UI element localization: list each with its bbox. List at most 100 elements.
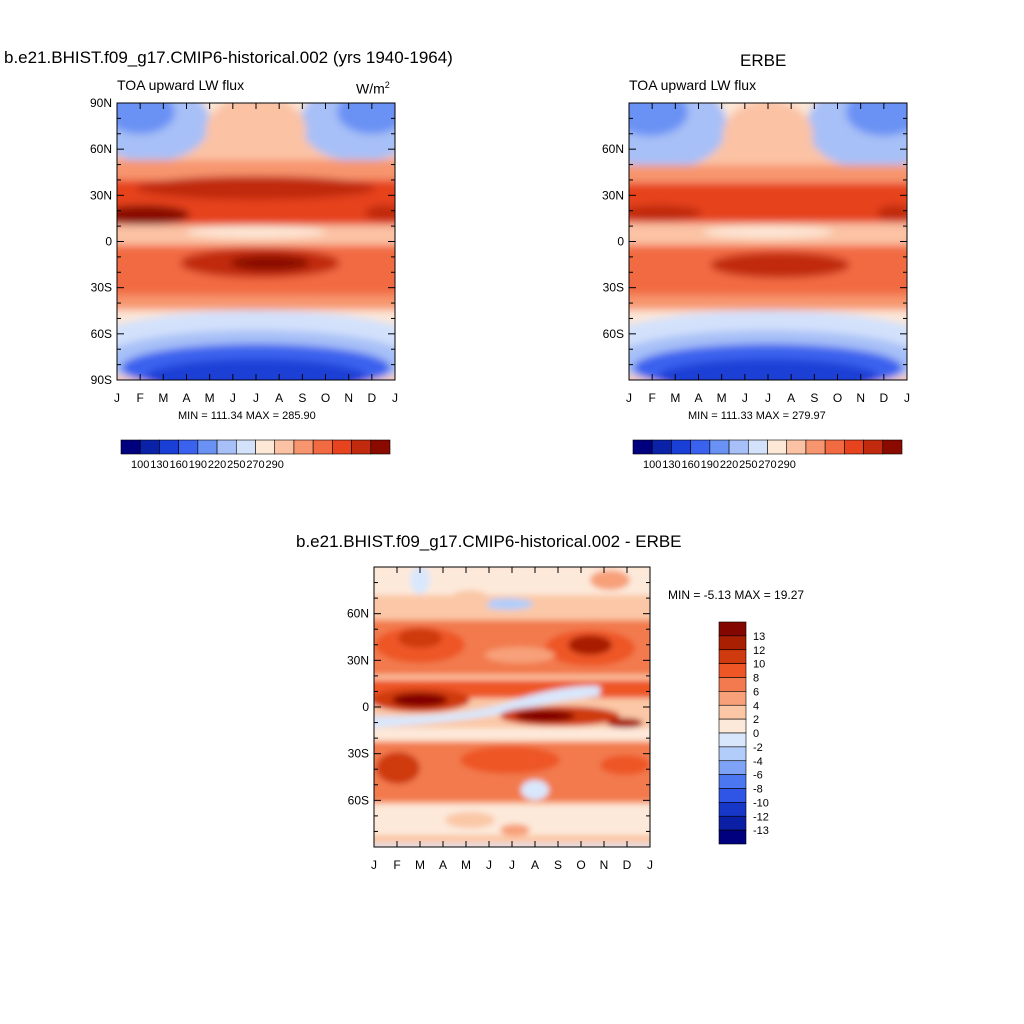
panel3-ytick-label: 60N xyxy=(347,607,369,621)
panel1-colorbar-box xyxy=(274,439,295,455)
panel3-colorbar-label: -12 xyxy=(753,811,769,823)
panel1-xtick-label: J xyxy=(253,391,259,405)
panel3-ytick-label: 60S xyxy=(348,793,369,807)
panel1-colorbar-box xyxy=(197,439,218,455)
panel3-xtick-label: D xyxy=(623,858,632,872)
panel2-xtick-label: M xyxy=(717,391,727,405)
panel3-colorbar-box xyxy=(718,663,747,678)
panel1-colorbar-box xyxy=(235,439,256,455)
panel1-xtick-label: M xyxy=(158,391,168,405)
panel1-ytick-label: 60N xyxy=(90,142,112,156)
panel2-xtick-label: J xyxy=(765,391,771,405)
panel2-colorbar-box xyxy=(767,439,788,455)
panel3-colorbar-label: 10 xyxy=(753,659,765,671)
panel3-colorbar-box xyxy=(718,677,747,692)
panel3-xtick-label: S xyxy=(554,858,562,872)
panel2-title: ERBE xyxy=(740,51,787,70)
panel3-ytick-label: 0 xyxy=(362,700,369,714)
panel2-colorbar-label: 160 xyxy=(681,459,699,471)
panel3-xtick-label: J xyxy=(647,858,653,872)
panel2-colorbar-box xyxy=(882,439,903,455)
panel3-colorbar-label: -8 xyxy=(753,784,763,796)
panel3-xtick-label: M xyxy=(461,858,471,872)
panel3-contour-field xyxy=(374,567,650,847)
panel1-colorbar-box xyxy=(312,439,333,455)
panel3-colorbar-box xyxy=(718,815,747,831)
panel2-colorbar-box xyxy=(709,439,730,455)
panel2-xtick-label: J xyxy=(626,391,632,405)
panel1-colorbar-label: 250 xyxy=(227,459,245,471)
panel1-colorbar-box xyxy=(178,439,199,455)
panel2-colorbar-box xyxy=(844,439,864,455)
panel2-colorbar-label: 130 xyxy=(662,459,680,471)
panel2-colorbar-box xyxy=(786,439,807,455)
panel1-ytick-label: 30N xyxy=(90,188,112,202)
panel2-colorbar-label: 290 xyxy=(778,459,796,471)
panel2-colorbar-box xyxy=(824,439,845,455)
panel2-xtick-label: J xyxy=(904,391,910,405)
panel1-colorbar-box xyxy=(370,439,391,455)
panel1-colorbar-label: 160 xyxy=(169,459,187,471)
panel1-colorbar-label: 130 xyxy=(150,459,168,471)
panel3-colorbar-box xyxy=(718,802,747,817)
panel3-colorbar-label: 4 xyxy=(753,700,759,712)
panel3-ytick-label: 30S xyxy=(348,747,369,761)
panel1-xtick-label: O xyxy=(321,391,330,405)
panel1-colorbar-box xyxy=(332,439,352,455)
panel3-xtick-label: J xyxy=(509,858,515,872)
panel2-xtick-label: N xyxy=(856,391,865,405)
panel2-stats: MIN = 111.33 MAX = 279.97 xyxy=(688,410,826,422)
panel3-colorbar-label: 13 xyxy=(753,631,765,643)
panel3-ytick-label: 30N xyxy=(347,653,369,667)
panel1-xtick-label: J xyxy=(392,391,398,405)
panel2-contour-field xyxy=(629,103,907,380)
panel1-colorbar-label: 270 xyxy=(246,459,264,471)
panel2-ytick-label: 60N xyxy=(602,142,624,156)
panel1-xtick-label: F xyxy=(136,391,143,405)
panel1-colorbar-label: 290 xyxy=(266,459,284,471)
panel2-colorbar-box xyxy=(863,439,884,455)
panel3-xtick-label: J xyxy=(371,858,377,872)
panel2-ytick-label: 30N xyxy=(602,188,624,202)
panel3-colorbar-label: 6 xyxy=(753,686,759,698)
panel3-colorbar-box xyxy=(718,718,747,734)
panel2-ytick-label: 0 xyxy=(617,235,624,249)
panel2-colorbar-box xyxy=(728,439,749,455)
panel1-xtick-label: A xyxy=(182,391,190,405)
panel1-colorbar-box xyxy=(293,439,314,455)
panel3-colorbar-label: -4 xyxy=(753,756,763,768)
panel1-stats: MIN = 111.34 MAX = 285.90 xyxy=(178,410,316,422)
panel3-colorbar-label: -10 xyxy=(753,797,769,809)
panel2-ytick-label: 60S xyxy=(603,327,624,341)
panel2-colorbar-label: 100 xyxy=(643,459,661,471)
panel1-colorbar-label: 190 xyxy=(189,459,207,471)
panel2-ytick-label: 30S xyxy=(603,281,624,295)
panel3-colorbar-label: 2 xyxy=(753,714,759,726)
panel3-colorbar-box xyxy=(718,732,747,748)
panel1-colorbar-box xyxy=(159,439,179,455)
panel2-xtick-label: F xyxy=(648,391,655,405)
panel3-colorbar-label: -13 xyxy=(753,825,769,837)
panel1-xtick-label: D xyxy=(367,391,376,405)
panel3-colorbar-box xyxy=(718,635,747,651)
panel1-colorbar-box xyxy=(351,439,372,455)
panel1-title: b.e21.BHIST.f09_g17.CMIP6-historical.002… xyxy=(4,48,453,67)
panel1-colorbar-box xyxy=(216,439,237,455)
panel3-colorbar-box xyxy=(718,760,747,775)
panel1-units: W/m2 xyxy=(356,80,390,97)
panel3-colorbar-box xyxy=(718,774,747,789)
panel1-ytick-label: 90S xyxy=(91,373,112,387)
panel1-contour-field xyxy=(117,103,395,380)
panel1-colorbar-box xyxy=(255,439,276,455)
panel3-colorbar-box xyxy=(718,829,747,845)
panel1-ytick-label: 90N xyxy=(90,96,112,110)
panel3-title: b.e21.BHIST.f09_g17.CMIP6-historical.002… xyxy=(296,532,682,551)
panel2-colorbar-box xyxy=(805,439,826,455)
panel2-xtick-label: A xyxy=(694,391,702,405)
panel1-xtick-label: M xyxy=(205,391,215,405)
panel2-colorbar-label: 270 xyxy=(758,459,776,471)
panel3-colorbar-label: -6 xyxy=(753,770,763,782)
panel1-xtick-label: J xyxy=(230,391,236,405)
panel1-colorbar-box xyxy=(139,439,160,455)
panel3-xtick-label: J xyxy=(486,858,492,872)
